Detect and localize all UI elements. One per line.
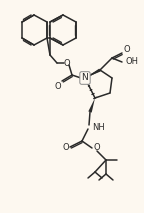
Text: O: O — [54, 82, 61, 91]
Polygon shape — [88, 98, 95, 113]
Text: NH: NH — [92, 122, 105, 131]
Text: N: N — [82, 73, 88, 82]
Text: OH: OH — [125, 58, 138, 66]
Text: O: O — [62, 142, 69, 151]
Text: O: O — [64, 59, 70, 68]
Text: O: O — [123, 45, 130, 54]
Text: O: O — [94, 144, 101, 153]
Polygon shape — [85, 69, 101, 78]
